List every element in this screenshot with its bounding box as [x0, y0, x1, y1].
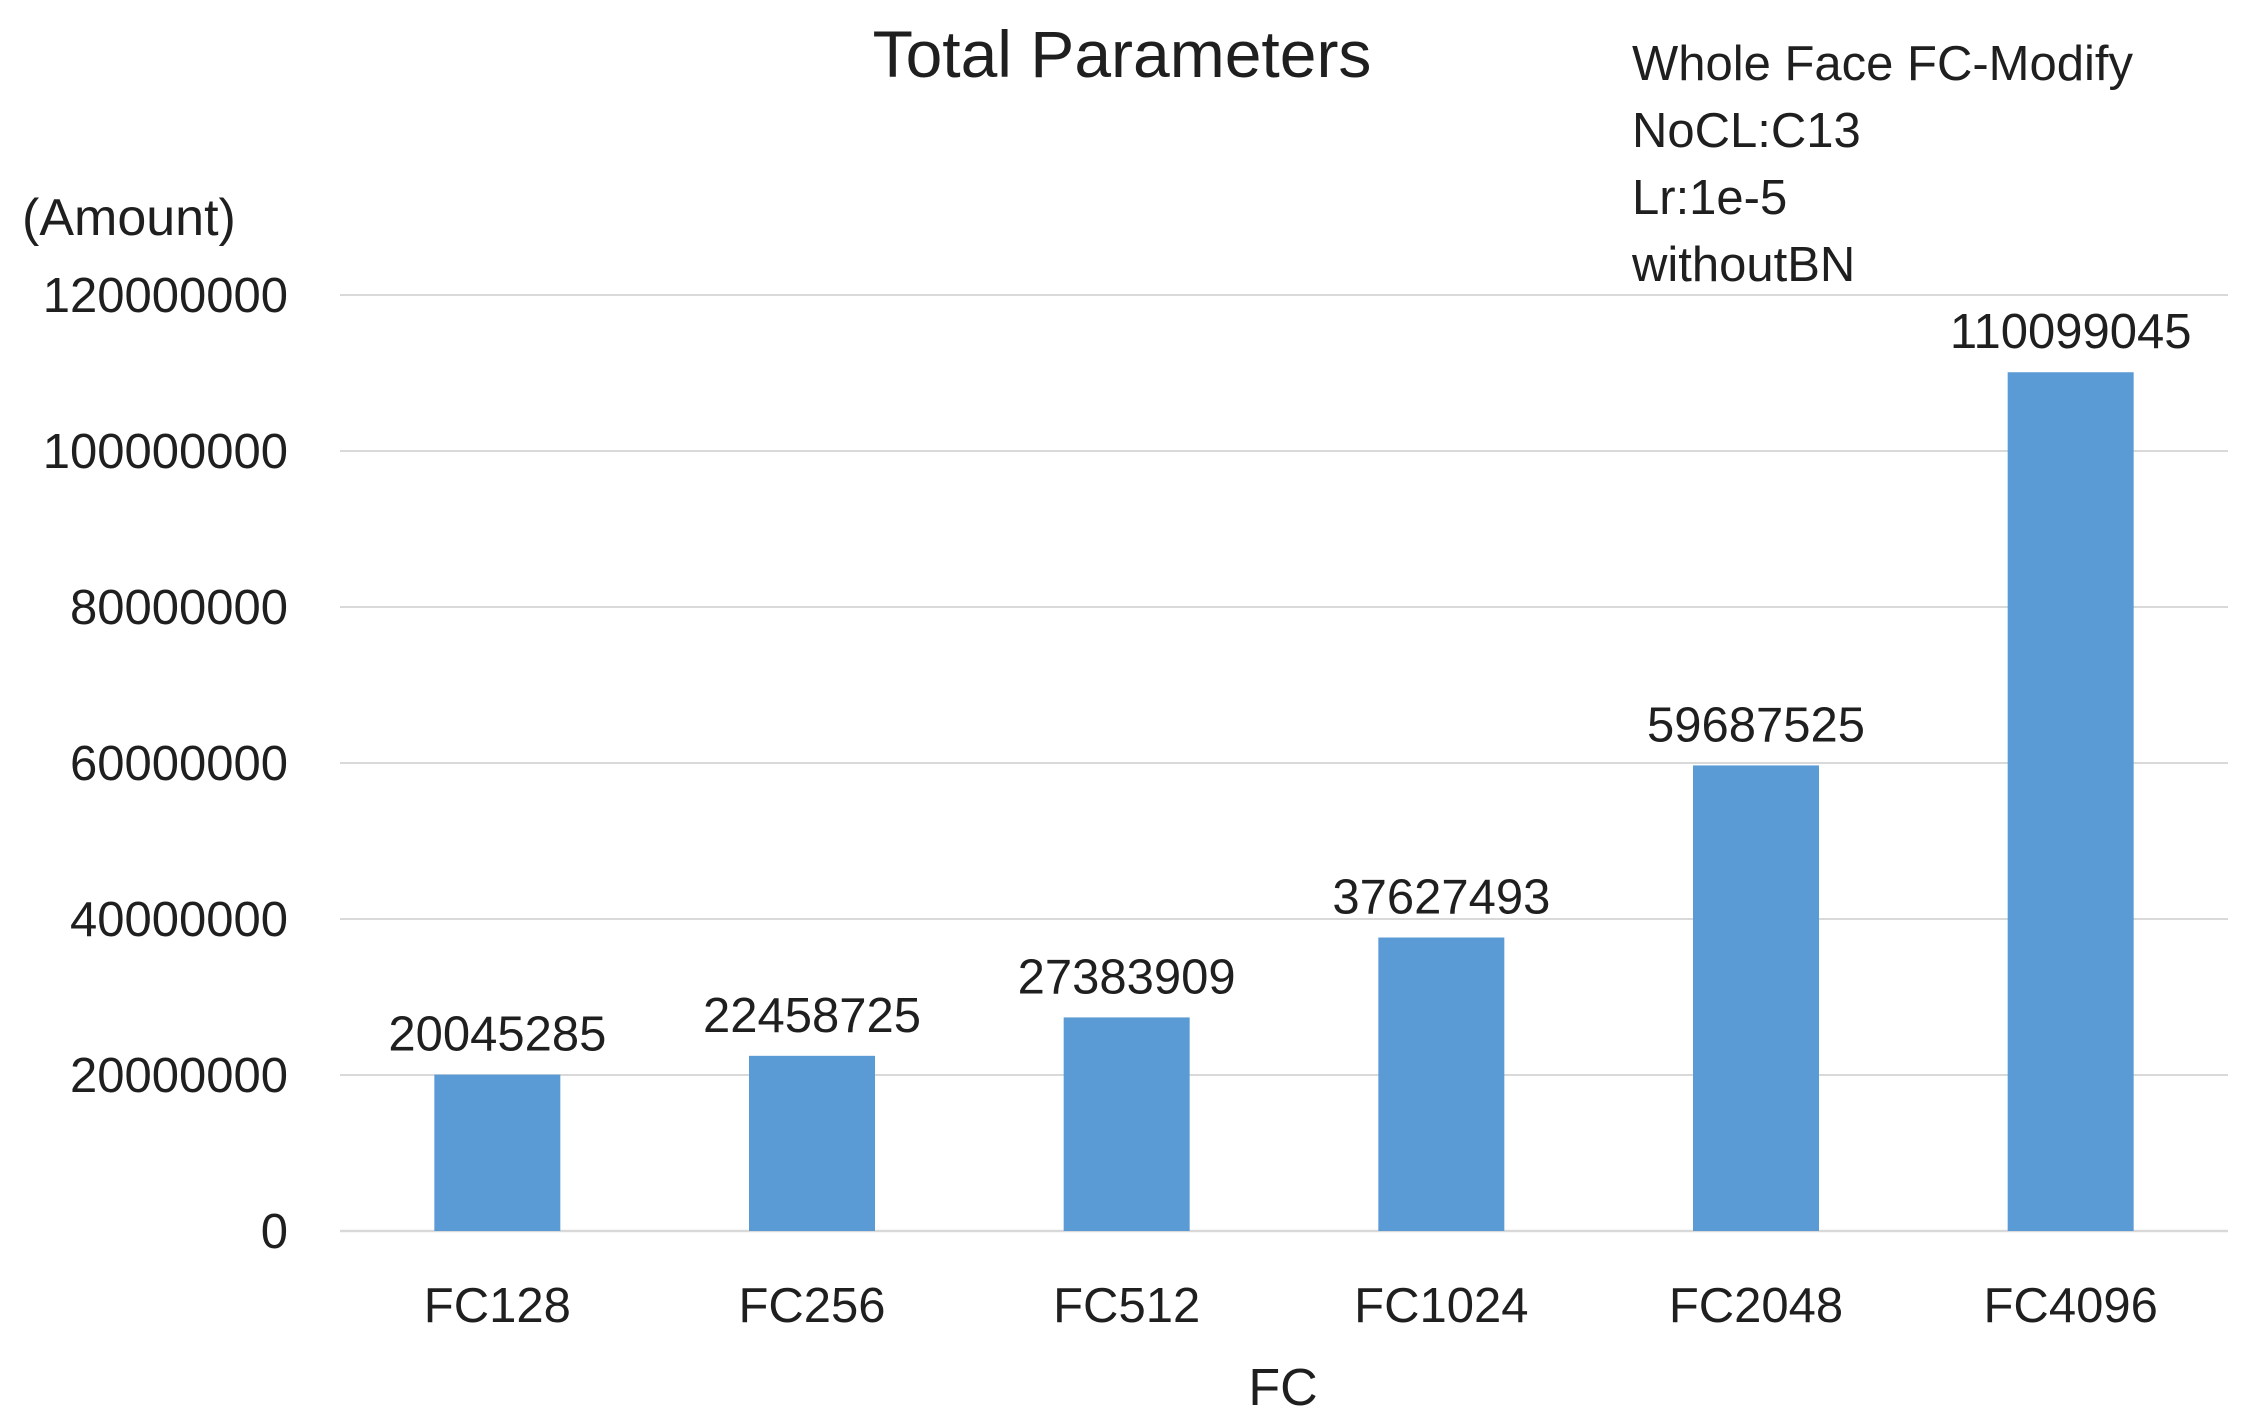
bar	[1378, 937, 1505, 1231]
bar	[1063, 1017, 1190, 1231]
data-label: 37627493	[1332, 871, 1550, 925]
x-tick-label: FC2048	[1669, 1279, 1843, 1333]
y-axis-label: (Amount)	[22, 189, 236, 247]
data-label: 20045285	[388, 1008, 606, 1062]
y-tick-label: 100000000	[43, 425, 288, 479]
x-tick-label: FC1024	[1354, 1279, 1528, 1333]
data-labels: 20045285 22458725 27383909 37627493 59687525…	[388, 305, 2191, 1061]
gridlines	[340, 294, 2228, 1233]
data-label: 59687525	[1647, 698, 1865, 752]
x-axis-ticks: FC128 FC256 FC512 FC1024 FC2048 FC4096	[424, 1279, 2158, 1333]
y-tick-label: 40000000	[70, 893, 288, 947]
x-tick-label: FC4096	[1984, 1279, 2158, 1333]
data-label: 22458725	[703, 989, 921, 1043]
data-label: 110099045	[1950, 305, 2192, 359]
bar	[434, 1074, 561, 1231]
y-tick-label: 60000000	[70, 737, 288, 791]
bars	[434, 372, 2134, 1232]
y-tick-label: 20000000	[70, 1049, 288, 1103]
x-axis-label: FC	[1248, 1359, 1317, 1417]
x-tick-label: FC128	[424, 1279, 571, 1333]
x-tick-label: FC256	[738, 1279, 885, 1333]
x-tick-label: FC512	[1053, 1279, 1200, 1333]
bar	[1693, 765, 1819, 1231]
data-label: 27383909	[1018, 950, 1236, 1004]
bar	[749, 1055, 875, 1231]
annotation-line-4: withoutBN	[1631, 238, 1855, 292]
chart-title: Total Parameters	[873, 17, 1372, 91]
y-tick-label: 0	[261, 1205, 288, 1259]
bar	[2007, 372, 2134, 1232]
annotation-line-1: Whole Face FC-Modify	[1632, 37, 2134, 91]
y-axis-ticks: 0 20000000 40000000 60000000 80000000 1000000…	[43, 269, 288, 1259]
annotation-line-2: NoCL:C13	[1632, 104, 1861, 158]
y-tick-label: 120000000	[43, 269, 288, 323]
annotation-line-3: Lr:1e-5	[1632, 171, 1787, 225]
y-tick-label: 80000000	[70, 581, 288, 635]
